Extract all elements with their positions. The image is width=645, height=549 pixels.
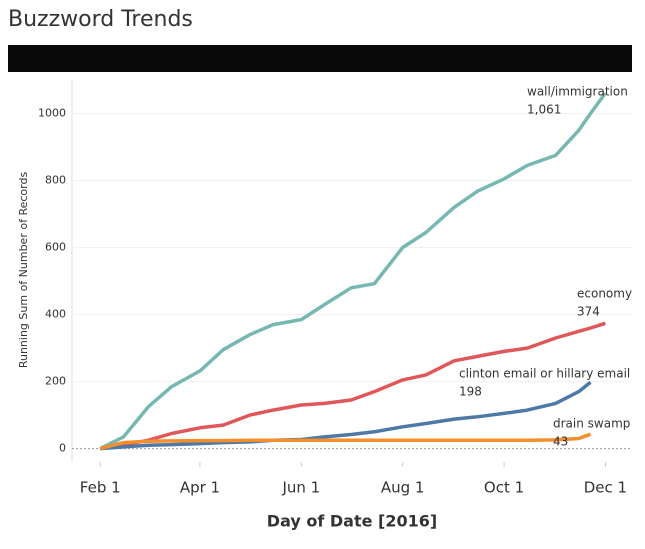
series-line	[99, 321, 606, 451]
series-line	[99, 92, 607, 451]
series-line	[99, 432, 592, 451]
series-label: drain swamp	[553, 417, 630, 431]
y-tick-label: 0	[59, 442, 66, 455]
end-value-label: 374	[577, 305, 600, 319]
x-tick-label: Oct 1	[484, 479, 524, 497]
series-line	[100, 380, 592, 451]
end-value-label: 43	[553, 435, 568, 449]
y-tick-label: 200	[45, 375, 66, 388]
y-tick-label: 600	[45, 241, 66, 254]
y-tick-label: 400	[45, 308, 66, 321]
end-value-label: 1,061	[527, 103, 561, 117]
y-tick-label: 800	[45, 174, 66, 187]
x-tick-label: Aug 1	[381, 479, 425, 497]
end-value-label: 198	[459, 385, 482, 399]
x-tick-label: Dec 1	[584, 479, 627, 497]
y-tick-label: 1000	[38, 107, 66, 120]
x-tick-label: Apr 1	[180, 479, 220, 497]
x-tick-label: Feb 1	[80, 479, 121, 497]
x-axis-title: Day of Date [2016]	[267, 512, 437, 531]
chart-title: Buzzword Trends	[8, 7, 193, 32]
series-label: economy	[577, 287, 632, 301]
header-bar	[8, 45, 632, 72]
series-label: wall/immigration	[527, 85, 628, 99]
y-axis-title: Running Sum of Number of Records	[17, 172, 30, 369]
x-tick-label: Jun 1	[281, 479, 320, 497]
series-label: clinton email or hillary email	[459, 367, 630, 381]
